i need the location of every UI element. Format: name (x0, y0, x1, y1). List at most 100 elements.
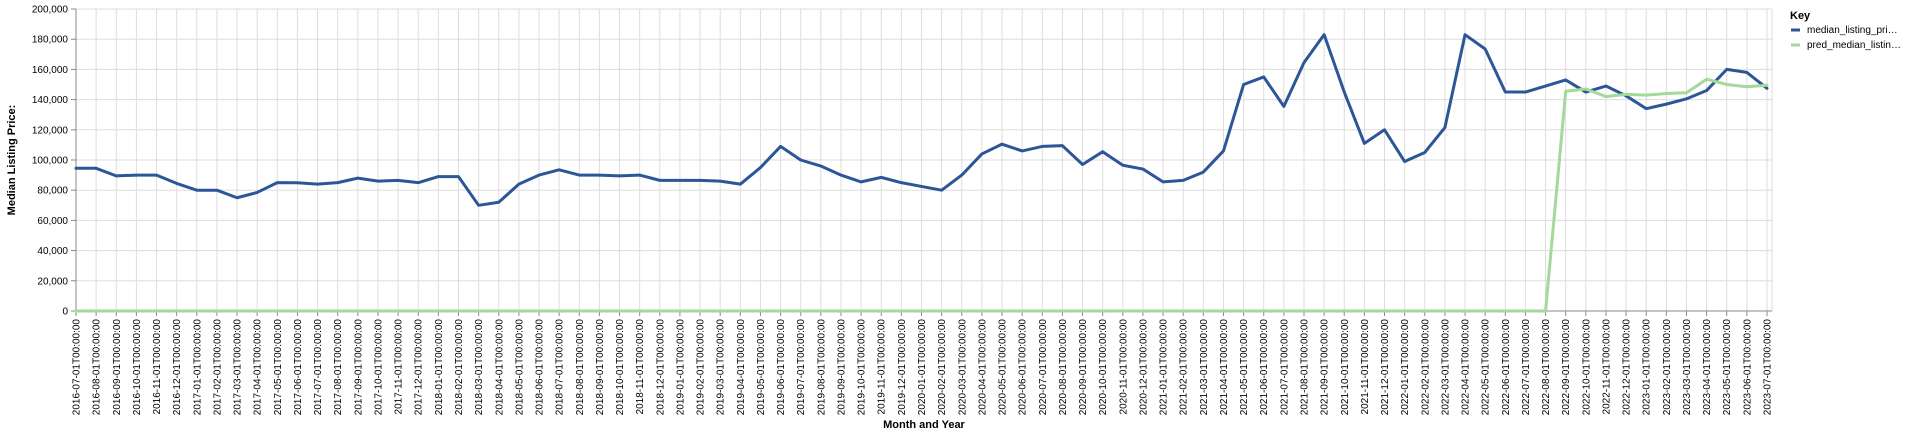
legend: Key median_listing_pri… pred_median_listi… (1790, 10, 1901, 51)
x-tick-label: 2021-08-01T00:00:00 (1299, 319, 1310, 416)
x-tick-label: 2021-01-01T00:00:00 (1159, 319, 1170, 416)
x-tick-label: 2019-12-01T00:00:00 (897, 319, 908, 416)
x-tick-label: 2019-06-01T00:00:00 (776, 319, 787, 416)
x-tick-label: 2018-03-01T00:00:00 (474, 319, 485, 416)
x-tick-label: 2017-11-01T00:00:00 (394, 319, 405, 415)
x-tick-label: 2020-02-01T00:00:00 (937, 319, 948, 416)
x-tick-label: 2019-08-01T00:00:00 (816, 319, 827, 416)
x-tick-label: 2022-09-01T00:00:00 (1561, 319, 1572, 416)
legend-label-0: median_listing_pri… (1807, 25, 1898, 36)
x-tick-label: 2016-11-01T00:00:00 (152, 319, 163, 415)
x-tick-label: 2020-11-01T00:00:00 (1118, 319, 1129, 415)
x-tick-label: 2017-10-01T00:00:00 (373, 319, 384, 416)
x-tick-label: 2021-05-01T00:00:00 (1239, 319, 1250, 416)
x-tick-label: 2022-03-01T00:00:00 (1440, 319, 1451, 416)
x-tick-label: 2019-04-01T00:00:00 (736, 319, 747, 416)
x-tick-label: 2018-01-01T00:00:00 (434, 319, 445, 416)
x-tick-label: 2022-10-01T00:00:00 (1581, 319, 1592, 416)
x-tick-label: 2023-01-01T00:00:00 (1642, 319, 1653, 416)
x-tick-label: 2020-03-01T00:00:00 (957, 319, 968, 416)
legend-label-1: pred_median_listin… (1807, 40, 1901, 51)
x-tick-label: 2021-03-01T00:00:00 (1199, 319, 1210, 416)
y-tick-label: 140,000 (32, 95, 69, 106)
x-tick-label: 2021-11-01T00:00:00 (1360, 319, 1371, 415)
y-axis-title: Median Listing Price: (6, 105, 18, 216)
y-tick-label: 40,000 (37, 246, 68, 257)
x-tick-label: 2018-02-01T00:00:00 (454, 319, 465, 416)
x-tick-label: 2018-07-01T00:00:00 (555, 319, 566, 416)
x-tick-label: 2017-06-01T00:00:00 (293, 319, 304, 416)
x-tick-label: 2019-02-01T00:00:00 (696, 319, 707, 416)
series-line-1 (74, 77, 1769, 313)
legend-title: Key (1790, 10, 1811, 22)
x-tick-label: 2016-08-01T00:00:00 (92, 319, 103, 416)
x-tick-label: 2020-05-01T00:00:00 (998, 319, 1009, 416)
y-ticks: 0 20,000 40,000 60,000 80,000 100,000 120,000 1… (32, 5, 76, 318)
x-tick-label: 2018-05-01T00:00:00 (514, 319, 525, 416)
x-tick-label: 2017-12-01T00:00:00 (414, 319, 425, 416)
x-tick-label: 2022-08-01T00:00:00 (1541, 319, 1552, 416)
x-tick-label: 2019-07-01T00:00:00 (796, 319, 807, 416)
x-tick-label: 2022-06-01T00:00:00 (1501, 319, 1512, 416)
y-tick-label: 100,000 (32, 156, 69, 167)
series-line-0 (74, 33, 1769, 207)
x-tick-label: 2019-05-01T00:00:00 (756, 319, 767, 416)
x-tick-label: 2021-04-01T00:00:00 (1219, 319, 1230, 416)
x-tick-label: 2020-07-01T00:00:00 (1038, 319, 1049, 416)
x-tick-label: 2023-04-01T00:00:00 (1702, 319, 1713, 416)
x-tick-label: 2018-06-01T00:00:00 (535, 319, 546, 416)
x-tick-label: 2019-10-01T00:00:00 (857, 319, 868, 416)
x-tick-label: 2018-04-01T00:00:00 (494, 319, 505, 416)
x-tick-label: 2023-06-01T00:00:00 (1742, 319, 1753, 416)
x-tick-label: 2023-05-01T00:00:00 (1722, 319, 1733, 416)
y-tick-label: 60,000 (37, 216, 68, 227)
x-tick-label: 2018-09-01T00:00:00 (595, 319, 606, 416)
x-tick-label: 2017-01-01T00:00:00 (192, 319, 203, 416)
x-tick-label: 2020-04-01T00:00:00 (977, 319, 988, 416)
y-tick-label: 180,000 (32, 35, 69, 46)
x-tick-label: 2023-07-01T00:00:00 (1763, 319, 1774, 416)
x-tick-label: 2022-01-01T00:00:00 (1400, 319, 1411, 416)
y-tick-label: 120,000 (32, 125, 69, 136)
x-tick-label: 2022-02-01T00:00:00 (1420, 319, 1431, 416)
x-tick-label: 2019-11-01T00:00:00 (877, 319, 888, 415)
x-tick-label: 2017-09-01T00:00:00 (353, 319, 364, 416)
x-tick-label: 2021-02-01T00:00:00 (1179, 319, 1190, 416)
x-tick-label: 2019-09-01T00:00:00 (836, 319, 847, 416)
y-tick-label: 20,000 (37, 276, 68, 287)
x-tick-label: 2023-03-01T00:00:00 (1682, 319, 1693, 416)
x-tick-label: 2017-03-01T00:00:00 (233, 319, 244, 416)
x-tick-label: 2020-01-01T00:00:00 (917, 319, 928, 416)
x-tick-label: 2021-10-01T00:00:00 (1340, 319, 1351, 416)
y-tick-label: 200,000 (32, 5, 69, 16)
y-tick-label: 80,000 (37, 186, 68, 197)
x-tick-label: 2017-04-01T00:00:00 (253, 319, 264, 416)
x-tick-label: 2017-05-01T00:00:00 (273, 319, 284, 416)
legend-items: median_listing_pri… pred_median_listin… (1791, 25, 1901, 51)
x-tick-label: 2021-06-01T00:00:00 (1259, 319, 1270, 416)
x-tick-label: 2020-09-01T00:00:00 (1078, 319, 1089, 416)
x-tick-label: 2017-02-01T00:00:00 (212, 319, 223, 416)
x-ticks: 2016-07-01T00:00:00 2016-08-01T00:00:00 20… (72, 311, 1774, 415)
x-tick-label: 2022-05-01T00:00:00 (1481, 319, 1492, 416)
x-tick-label: 2020-10-01T00:00:00 (1098, 319, 1109, 416)
x-tick-label: 2020-08-01T00:00:00 (1058, 319, 1069, 416)
series-lines (74, 33, 1769, 313)
x-tick-label: 2021-07-01T00:00:00 (1279, 319, 1290, 416)
x-tick-label: 2019-03-01T00:00:00 (716, 319, 727, 416)
x-tick-label: 2022-11-01T00:00:00 (1601, 319, 1612, 415)
x-tick-label: 2019-01-01T00:00:00 (675, 319, 686, 416)
x-tick-label: 2016-07-01T00:00:00 (72, 319, 83, 416)
x-tick-label: 2020-12-01T00:00:00 (1138, 319, 1149, 416)
x-tick-label: 2018-08-01T00:00:00 (575, 319, 586, 416)
x-tick-label: 2021-12-01T00:00:00 (1380, 319, 1391, 416)
x-tick-label: 2017-07-01T00:00:00 (313, 319, 324, 416)
x-tick-label: 2016-09-01T00:00:00 (112, 319, 123, 416)
y-tick-label: 160,000 (32, 65, 69, 76)
x-tick-label: 2021-09-01T00:00:00 (1320, 319, 1331, 416)
x-tick-label: 2022-07-01T00:00:00 (1521, 319, 1532, 416)
x-tick-label: 2020-06-01T00:00:00 (1018, 319, 1029, 416)
x-tick-label: 2018-12-01T00:00:00 (655, 319, 666, 416)
x-tick-label: 2023-02-01T00:00:00 (1662, 319, 1673, 416)
